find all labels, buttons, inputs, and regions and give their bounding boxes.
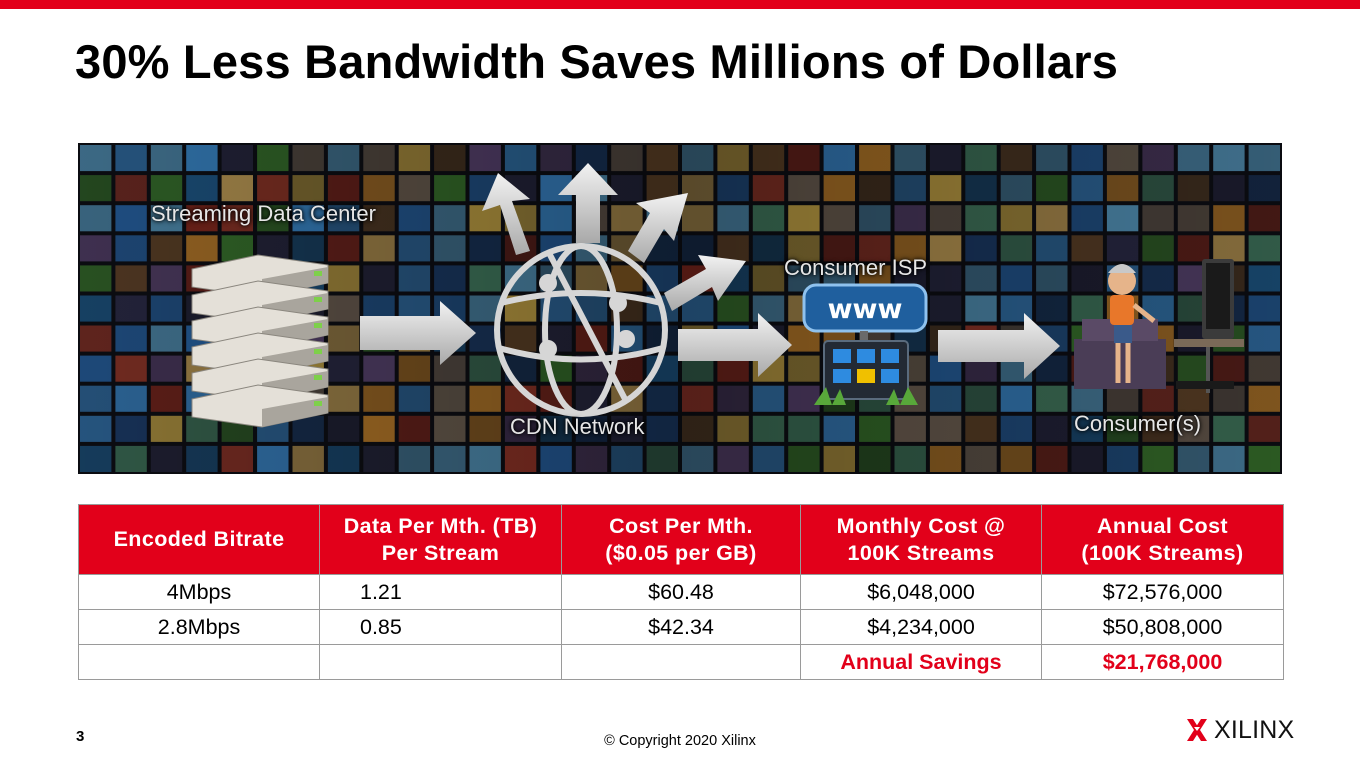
cell-annual-cost: $72,576,000 bbox=[1041, 574, 1284, 610]
fanout-arrows-icon bbox=[482, 163, 746, 311]
www-label: www bbox=[828, 294, 903, 325]
cell-cost-per-month: $42.34 bbox=[561, 609, 801, 645]
table-row: 4Mbps 1.21 $60.48 $6,048,000 $72,576,000 bbox=[78, 574, 1284, 610]
header-cost-per-month: Cost Per Mth. ($0.05 per GB) bbox=[561, 504, 801, 575]
header-data-per-month: Data Per Mth. (TB) Per Stream bbox=[319, 504, 562, 575]
cell-data-per-month: 1.21 bbox=[319, 574, 562, 610]
label-cdn-network: CDN Network bbox=[510, 414, 645, 439]
label-streaming-data-center: Streaming Data Center bbox=[151, 201, 376, 226]
arrow-to-consumer-icon bbox=[938, 313, 1060, 379]
cell-empty bbox=[78, 644, 320, 680]
xilinx-mark-icon bbox=[1187, 719, 1207, 741]
label-consumers: Consumer(s) bbox=[1074, 411, 1202, 436]
streaming-diagram-banner: www bbox=[78, 143, 1282, 474]
cell-monthly-cost: $4,234,000 bbox=[800, 609, 1042, 645]
cell-monthly-cost: $6,048,000 bbox=[800, 574, 1042, 610]
cell-annual-savings-value: $21,768,000 bbox=[1041, 644, 1284, 680]
arrow-to-cdn-icon bbox=[360, 301, 476, 365]
cell-bitrate: 2.8Mbps bbox=[78, 609, 320, 645]
table-row-savings: Annual Savings $21,768,000 bbox=[78, 644, 1284, 680]
table-header-row: Encoded Bitrate Data Per Mth. (TB) Per St… bbox=[78, 504, 1284, 575]
copyright-notice: © Copyright 2020 Xilinx bbox=[604, 733, 756, 749]
cell-empty bbox=[561, 644, 801, 680]
cell-cost-per-month: $60.48 bbox=[561, 574, 801, 610]
slide-title: 30% Less Bandwidth Saves Millions of Dol… bbox=[75, 35, 1119, 88]
header-annual-cost: Annual Cost (100K Streams) bbox=[1041, 504, 1284, 575]
header-monthly-cost: Monthly Cost @100K Streams bbox=[800, 504, 1042, 575]
cell-annual-savings-label: Annual Savings bbox=[800, 644, 1042, 680]
www-router-icon: www bbox=[802, 283, 928, 405]
bandwidth-cost-table: Encoded Bitrate Data Per Mth. (TB) Per St… bbox=[78, 504, 1284, 680]
label-consumer-isp: Consumer ISP bbox=[784, 255, 928, 280]
xilinx-logo: XILINX bbox=[1186, 715, 1294, 745]
arrow-to-isp-icon bbox=[678, 313, 792, 377]
cell-data-per-month: 0.85 bbox=[319, 609, 562, 645]
consumer-person-icon bbox=[1074, 259, 1244, 393]
cell-empty bbox=[319, 644, 562, 680]
cell-bitrate: 4Mbps bbox=[78, 574, 320, 610]
globe-icon bbox=[494, 243, 668, 417]
cell-annual-cost: $50,808,000 bbox=[1041, 609, 1284, 645]
server-stack-icon bbox=[191, 254, 329, 428]
top-accent-bar bbox=[0, 0, 1360, 9]
page-number: 3 bbox=[76, 728, 85, 745]
table-row: 2.8Mbps 0.85 $42.34 $4,234,000 $50,808,0… bbox=[78, 609, 1284, 645]
brand-wordmark: XILINX bbox=[1214, 715, 1295, 744]
header-encoded-bitrate: Encoded Bitrate bbox=[78, 504, 320, 575]
